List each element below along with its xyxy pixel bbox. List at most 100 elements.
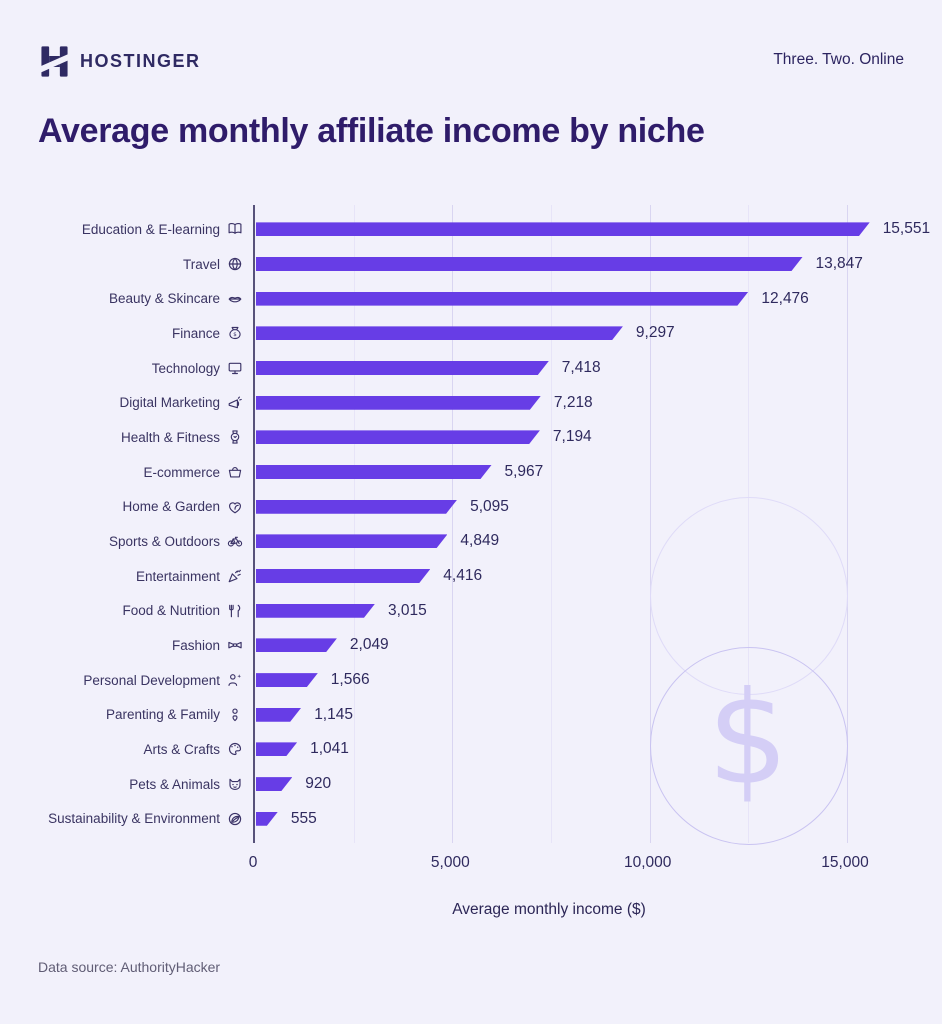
- category-label: Food & Nutrition: [38, 603, 243, 619]
- bar-row: Food & Nutrition 3,015: [38, 593, 904, 628]
- category-label-text: Digital Marketing: [119, 395, 220, 411]
- bar-wrap: 12,476: [256, 290, 904, 308]
- x-axis-title: Average monthly income ($): [452, 901, 646, 918]
- x-tick-5,000: 5,000: [430, 854, 470, 871]
- category-label-text: Arts & Crafts: [143, 741, 220, 757]
- bar-rows: Education & E-learning 15,551 Travel 13,…: [38, 212, 930, 836]
- category-label-text: Travel: [182, 256, 220, 272]
- bar: [256, 500, 457, 514]
- category-label: Fashion: [38, 637, 243, 653]
- bar: [256, 812, 278, 826]
- watch-icon: [227, 429, 243, 445]
- bar-row: Sports & Outdoors 4,849: [38, 524, 904, 559]
- hostinger-logo-icon: [38, 46, 71, 77]
- brand: HOSTINGER: [38, 44, 904, 79]
- bar-value-label: 15,551: [882, 220, 931, 238]
- bar: [256, 361, 549, 375]
- brand-name: HOSTINGER: [80, 51, 201, 71]
- bar: [256, 638, 337, 652]
- category-label-text: Education & E-learning: [81, 221, 220, 237]
- category-label-text: Pets & Animals: [129, 776, 220, 792]
- bar: [256, 777, 292, 791]
- monitor-icon: [227, 360, 243, 376]
- bar-row: Sustainability & Environment 555: [38, 801, 904, 836]
- bar-wrap: 4,416: [256, 567, 904, 585]
- bar-row: Personal Development 1,566: [38, 663, 904, 698]
- x-axis-ticks: 0 5,000 10,000 15,000: [249, 854, 869, 874]
- decor-circle-lower: [650, 647, 848, 845]
- bar-row: Fashion 2,049: [38, 628, 904, 663]
- bar-row: Education & E-learning 15,551: [38, 212, 930, 247]
- category-label-text: Sports & Outdoors: [108, 533, 220, 549]
- bar-row: Home & Garden 5,095: [38, 489, 904, 524]
- bar-wrap: 7,418: [256, 359, 904, 377]
- bar: [256, 569, 430, 583]
- bar: [256, 257, 803, 271]
- category-label-text: Entertainment: [135, 568, 220, 584]
- bar: [256, 326, 623, 340]
- category-label: Sustainability & Environment: [38, 811, 243, 827]
- bar-value-label: 1,566: [330, 671, 370, 689]
- bar-value-label: 4,416: [443, 567, 483, 585]
- bar-wrap: 9,297: [256, 324, 904, 342]
- bar-wrap: 555: [256, 810, 904, 828]
- bar-value-label: 1,041: [310, 740, 349, 758]
- chart-title: Average monthly affiliate income by nich…: [38, 112, 705, 150]
- category-label: Parenting & Family: [38, 707, 243, 723]
- category-label-text: Technology: [151, 360, 220, 376]
- book-icon: [227, 221, 243, 237]
- bar: [256, 396, 541, 410]
- bar: [256, 534, 447, 548]
- bar-value-label: 12,476: [761, 289, 809, 307]
- svg-text:$: $: [233, 332, 237, 338]
- dollar-sign-decor: $: [707, 664, 789, 814]
- header: HOSTINGER Three. Two. Online: [38, 44, 904, 84]
- bar-row: Health & Fitness 7,194: [38, 420, 904, 455]
- category-label: Sports & Outdoors: [38, 533, 243, 549]
- bar-row: Parenting & Family 1,145: [38, 697, 904, 732]
- category-label: Finance $: [38, 325, 243, 341]
- bar-row: Digital Marketing 7,218: [38, 385, 904, 420]
- category-label-text: Fashion: [171, 637, 220, 653]
- category-label: Beauty & Skincare: [38, 291, 243, 307]
- bar-row: Entertainment 4,416: [38, 559, 904, 594]
- plot-area: $: [253, 205, 848, 845]
- category-label: Personal Development: [38, 672, 243, 688]
- basket-icon: [227, 464, 243, 480]
- bar-value-label: 5,095: [470, 497, 509, 515]
- bar-wrap: 7,194: [256, 428, 904, 446]
- bar-value-label: 5,967: [504, 463, 544, 481]
- gridline-5000: [452, 205, 454, 843]
- bar-wrap: 4,849: [256, 532, 904, 550]
- party-popper-icon: [227, 568, 243, 584]
- gridline-10000: [649, 205, 651, 843]
- bar: [256, 430, 540, 444]
- bar-row: Travel 13,847: [38, 247, 904, 282]
- cat-icon: [227, 776, 243, 792]
- category-label-text: Health & Fitness: [120, 429, 220, 445]
- category-label: Entertainment: [38, 568, 243, 584]
- gridline-7500: [551, 205, 552, 843]
- category-label: Technology: [38, 360, 243, 376]
- category-label: Home & Garden: [38, 499, 243, 515]
- globe-icon: [227, 256, 243, 272]
- data-source: Data source: AuthorityHacker: [38, 959, 221, 975]
- bar-value-label: 13,847: [815, 255, 863, 272]
- palette-icon: [227, 741, 243, 757]
- person-heart-icon: [227, 707, 243, 723]
- bar-wrap: 5,967: [256, 463, 904, 481]
- bar-value-label: 2,049: [349, 636, 389, 654]
- category-label: Digital Marketing: [38, 395, 243, 411]
- bar-wrap: 1,041: [256, 740, 904, 758]
- x-tick-0: 0: [248, 854, 258, 871]
- money-bag-icon: $: [227, 325, 243, 341]
- bar: [256, 742, 297, 756]
- x-tick-10,000: 10,000: [623, 854, 672, 871]
- bar-wrap: 2,049: [256, 636, 904, 654]
- bar: [256, 673, 318, 687]
- globe-leaf-icon: [227, 811, 243, 827]
- bowtie-icon: [227, 637, 243, 653]
- lips-icon: [227, 291, 243, 307]
- bar-row: Technology 7,418: [38, 351, 904, 386]
- bar: [256, 465, 492, 479]
